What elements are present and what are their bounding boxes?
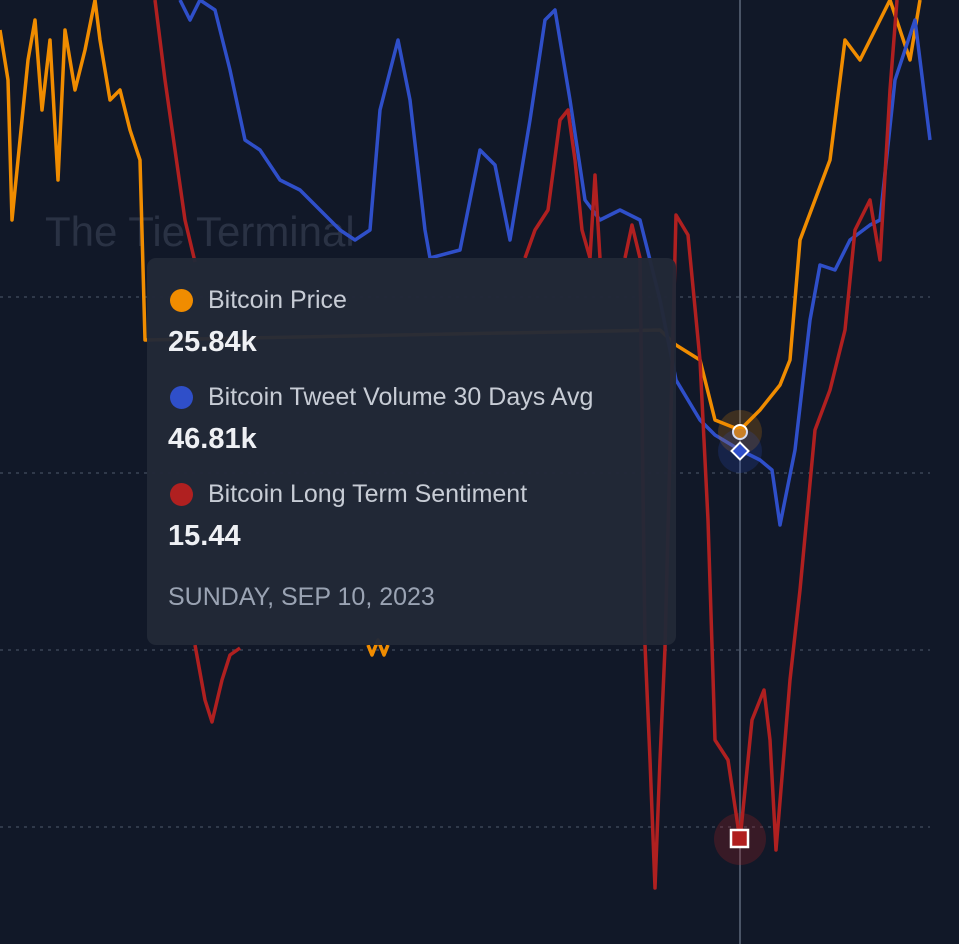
series-value: 46.81k: [168, 423, 257, 455]
sentiment-line: [193, 644, 242, 724]
price-marker: [732, 424, 748, 440]
series-label: Bitcoin Price: [208, 286, 347, 314]
series-value: 15.44: [168, 520, 241, 552]
tooltip-date: SUNDAY, SEP 10, 2023: [168, 583, 435, 611]
sentiment-marker: [729, 828, 750, 849]
watermark: The Tie Terminal: [45, 208, 355, 255]
series-label: Bitcoin Tweet Volume 30 Days Avg: [208, 383, 594, 411]
legend-dot: [170, 289, 193, 312]
legend-dot: [170, 386, 193, 409]
tweet-line: [178, 0, 932, 527]
tweet-marker: [730, 441, 750, 461]
series-value: 25.84k: [168, 326, 257, 358]
sentiment-line: [153, 0, 197, 263]
sentiment-line: [523, 108, 602, 260]
series-label: Bitcoin Long Term Sentiment: [208, 480, 528, 508]
tooltip: SUNDAY, SEP 10, 2023 Bitcoin Price 25.84k…: [147, 258, 676, 645]
legend-dot: [170, 483, 193, 506]
price-line: [0, 0, 922, 432]
